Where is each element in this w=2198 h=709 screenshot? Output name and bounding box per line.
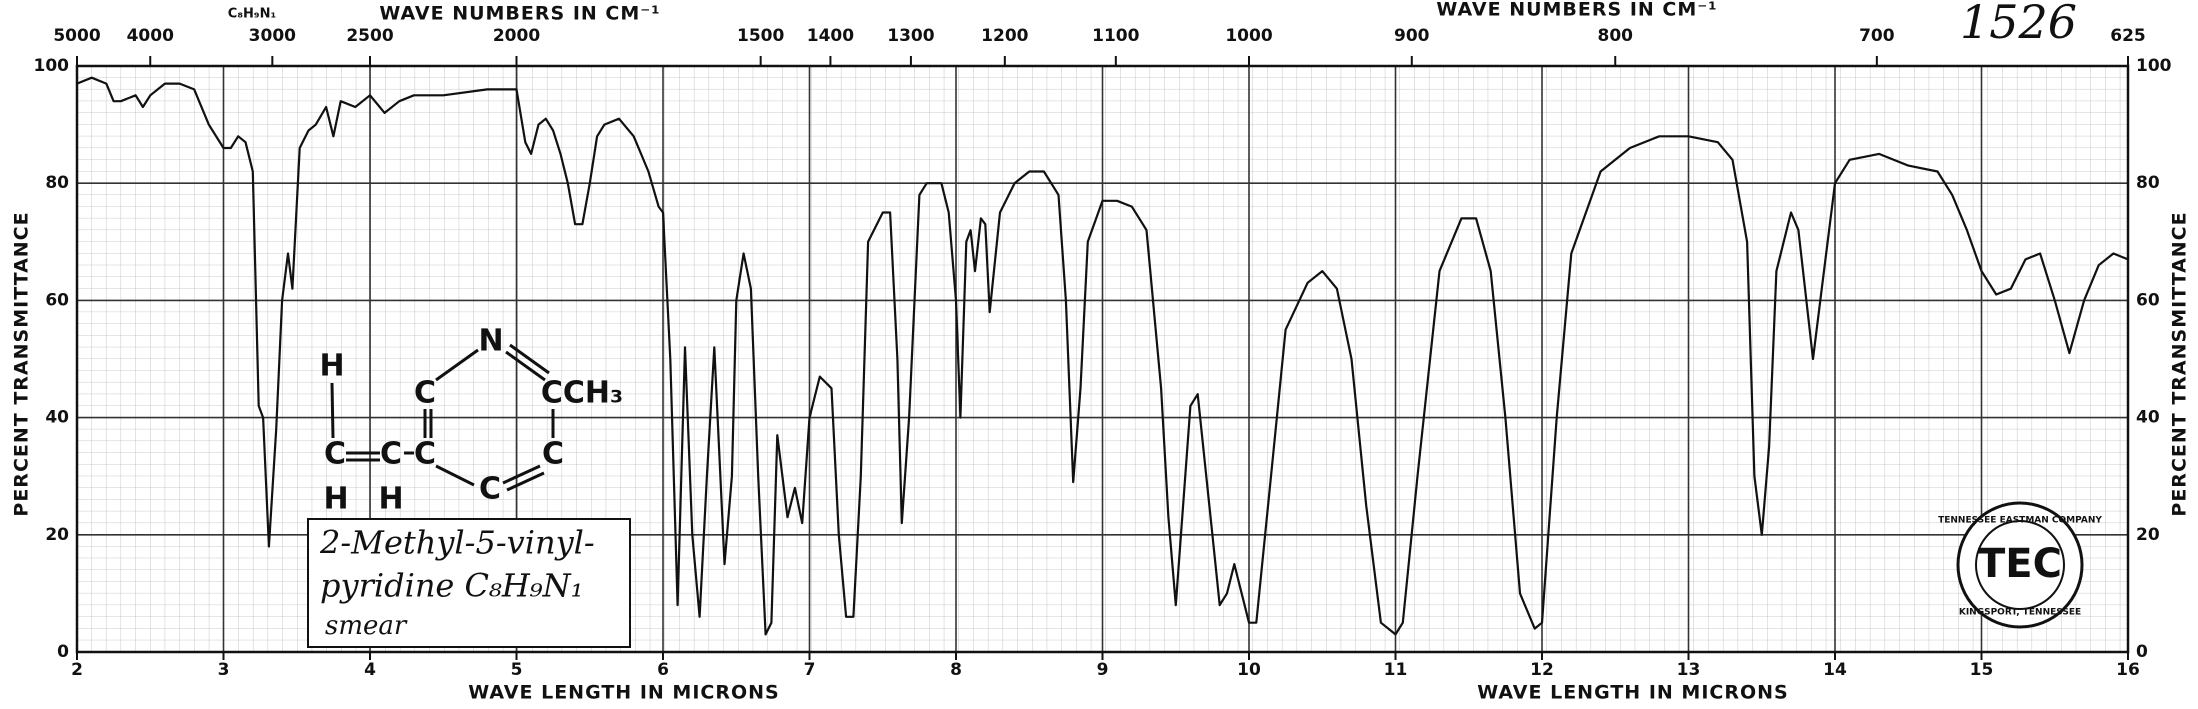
x-tick-label: 9 bbox=[1097, 660, 1109, 680]
y-tick-label: 40 bbox=[45, 408, 69, 428]
y2-tick-label: 20 bbox=[2136, 525, 2160, 545]
logo-bottom: KINGSPORT, TENNESSEE bbox=[1959, 608, 2081, 618]
x-tick-label: 12 bbox=[1530, 660, 1554, 680]
x-tick-label: 13 bbox=[1677, 660, 1701, 680]
structure-atom: CCH₃ bbox=[541, 376, 623, 411]
x-tick-label: 10 bbox=[1237, 660, 1261, 680]
y-tick-label: 0 bbox=[57, 642, 69, 662]
x-axis-title: WAVE LENGTH IN MICRONS bbox=[1477, 682, 1788, 704]
structure-atom: H bbox=[323, 482, 348, 517]
x2-tick-label: 625 bbox=[2110, 26, 2146, 46]
x2-tick-label: 1500 bbox=[737, 26, 784, 46]
x2-tick-label: 5000 bbox=[53, 26, 100, 46]
sample-note: pyridine C₈H₉N₁ bbox=[320, 567, 583, 605]
logo bbox=[1956, 501, 2084, 629]
y2-tick-label: 80 bbox=[2136, 173, 2160, 193]
x-tick-label: 7 bbox=[804, 660, 816, 680]
structure-atom: C bbox=[542, 437, 564, 472]
formula-header: C₈H₉N₁ bbox=[228, 7, 276, 22]
sample-note-box bbox=[307, 518, 631, 648]
x2-tick-label: 1400 bbox=[807, 26, 854, 46]
x-tick-label: 5 bbox=[511, 660, 523, 680]
y-tick-label: 80 bbox=[45, 173, 69, 193]
structure-atom: C bbox=[380, 437, 402, 472]
x2-axis-title: WAVE NUMBERS IN CM⁻¹ bbox=[379, 3, 660, 25]
catalog-number: 1526 bbox=[1960, 0, 2077, 49]
plot-frame bbox=[75, 64, 2130, 654]
x-axis-title: WAVE LENGTH IN MICRONS bbox=[468, 682, 779, 704]
logo-top: TENNESSEE EASTMAN COMPANY bbox=[1938, 516, 2102, 526]
x-tick-label: 15 bbox=[1970, 660, 1994, 680]
structure-atom: C bbox=[414, 437, 436, 472]
x-tick-label: 2 bbox=[71, 660, 83, 680]
x2-tick-label: 4000 bbox=[127, 26, 174, 46]
x2-tick-label: 1300 bbox=[887, 26, 934, 46]
x2-tick-label: 1000 bbox=[1225, 26, 1272, 46]
x-tick-label: 3 bbox=[218, 660, 230, 680]
structure-atom: C bbox=[479, 472, 501, 507]
x2-tick-label: 1100 bbox=[1092, 26, 1139, 46]
spectrum-line bbox=[76, 76, 2129, 636]
structure-atom: H bbox=[319, 349, 344, 384]
x2-tick-label: 700 bbox=[1859, 26, 1895, 46]
x2-axis-title: WAVE NUMBERS IN CM⁻¹ bbox=[1436, 0, 1717, 21]
x-tick-label: 6 bbox=[657, 660, 669, 680]
structure-atom: C bbox=[414, 376, 436, 411]
y-axis-title: PERCENT TRANSMITTANCE bbox=[11, 211, 33, 516]
y2-tick-label: 40 bbox=[2136, 408, 2160, 428]
x2-tick-label: 900 bbox=[1394, 26, 1430, 46]
x2-tick-label: 3000 bbox=[249, 26, 296, 46]
structure-atom: N bbox=[478, 324, 503, 359]
structure-atom: C bbox=[324, 437, 346, 472]
y-tick-label: 60 bbox=[45, 290, 69, 310]
sample-note: 2-Methyl-5-vinyl- bbox=[319, 524, 595, 562]
x2-tick-label: 2500 bbox=[346, 26, 393, 46]
x-tick-label: 14 bbox=[1823, 660, 1847, 680]
y-tick-label: 20 bbox=[45, 525, 69, 545]
logo-mark: TEC bbox=[1978, 541, 2062, 587]
sample-note: smear bbox=[325, 611, 408, 641]
structure-bonds bbox=[330, 343, 555, 492]
x2-tick-label: 2000 bbox=[493, 26, 540, 46]
x-tick-label: 11 bbox=[1384, 660, 1408, 680]
y-tick-label: 100 bbox=[34, 56, 70, 76]
x-tick-label: 8 bbox=[950, 660, 962, 680]
y-axis-title: PERCENT TRANSMITTANCE bbox=[2169, 211, 2191, 516]
x2-tick-label: 1200 bbox=[981, 26, 1028, 46]
y2-tick-label: 100 bbox=[2136, 56, 2172, 76]
y2-tick-label: 0 bbox=[2136, 642, 2148, 662]
x-tick-label: 16 bbox=[2116, 660, 2140, 680]
structure-atom: H bbox=[378, 482, 403, 517]
x2-tick-label: 800 bbox=[1598, 26, 1634, 46]
x-tick-label: 4 bbox=[364, 660, 376, 680]
y2-tick-label: 60 bbox=[2136, 290, 2160, 310]
